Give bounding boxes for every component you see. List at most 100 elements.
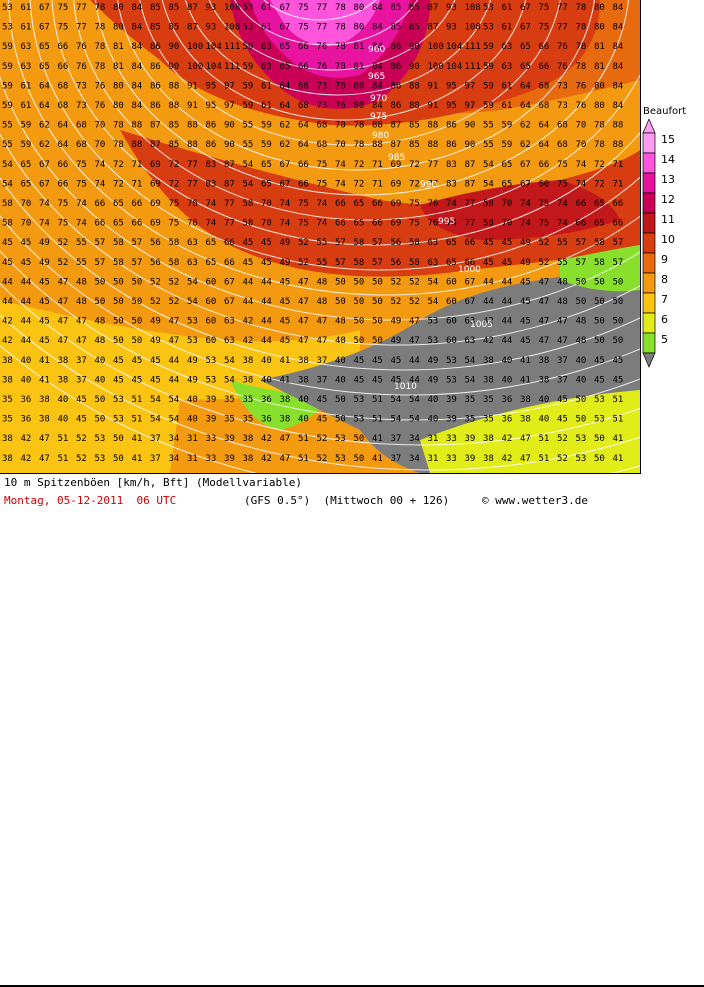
gust-value: 37 bbox=[150, 454, 161, 464]
gust-value: 81 bbox=[594, 62, 605, 72]
gust-value: 77 bbox=[224, 199, 235, 209]
gust-value: 71 bbox=[132, 179, 143, 189]
gust-value: 88 bbox=[372, 140, 383, 150]
gust-value: 36 bbox=[261, 415, 272, 425]
gust-value: 39 bbox=[465, 434, 476, 444]
gust-value: 47 bbox=[169, 317, 180, 327]
gust-value: 78 bbox=[113, 121, 124, 131]
gust-value: 38 bbox=[243, 434, 254, 444]
gust-value: 65 bbox=[594, 199, 605, 209]
gust-value: 83 bbox=[446, 160, 457, 170]
isobar-line bbox=[263, 0, 377, 21]
gust-value: 69 bbox=[391, 199, 402, 209]
gust-value: 72 bbox=[594, 179, 605, 189]
gust-value: 31 bbox=[187, 434, 198, 444]
gust-value: 49 bbox=[150, 317, 161, 327]
gust-value: 44 bbox=[21, 336, 32, 346]
gust-value: 66 bbox=[95, 219, 106, 229]
gust-value: 85 bbox=[150, 3, 161, 13]
gust-value: 74 bbox=[317, 199, 328, 209]
gust-value: 35 bbox=[224, 395, 235, 405]
gust-value: 39 bbox=[206, 415, 217, 425]
legend-swatch-11 bbox=[642, 212, 656, 234]
gust-value: 52 bbox=[557, 454, 568, 464]
gust-value: 80 bbox=[113, 101, 124, 111]
gust-value: 52 bbox=[391, 277, 402, 287]
gust-value: 37 bbox=[391, 454, 402, 464]
copyright-link[interactable]: © www.wetter3.de bbox=[482, 494, 588, 507]
gust-value: 71 bbox=[372, 179, 383, 189]
legend-swatch-12 bbox=[642, 192, 656, 214]
gust-value: 47 bbox=[539, 277, 550, 287]
gust-value: 64 bbox=[539, 121, 550, 131]
gust-value: 47 bbox=[539, 297, 550, 307]
gust-value: 38 bbox=[483, 454, 494, 464]
gust-value: 64 bbox=[58, 140, 69, 150]
gust-value: 59 bbox=[483, 42, 494, 52]
gust-value: 41 bbox=[613, 454, 624, 464]
gust-value: 65 bbox=[261, 179, 272, 189]
gust-value: 74 bbox=[76, 219, 87, 229]
gust-value: 70 bbox=[95, 140, 106, 150]
gust-value: 59 bbox=[21, 121, 32, 131]
gust-value: 45 bbox=[2, 258, 13, 268]
gust-value: 41 bbox=[39, 356, 50, 366]
gust-value: 40 bbox=[21, 375, 32, 385]
gust-value: 78 bbox=[576, 3, 587, 13]
gust-value: 72 bbox=[409, 179, 420, 189]
gust-value: 37 bbox=[76, 375, 87, 385]
gust-value: 67 bbox=[465, 277, 476, 287]
gust-value: 76 bbox=[95, 81, 106, 91]
gust-value: 53 bbox=[95, 434, 106, 444]
gust-value: 75 bbox=[298, 3, 309, 13]
gust-value: 45 bbox=[317, 395, 328, 405]
gust-value: 37 bbox=[317, 375, 328, 385]
gust-value: 68 bbox=[76, 121, 87, 131]
gust-value: 37 bbox=[557, 356, 568, 366]
gust-value: 61 bbox=[502, 3, 513, 13]
gust-value: 58 bbox=[594, 258, 605, 268]
gust-value: 65 bbox=[520, 62, 531, 72]
legend-bottom-arrow bbox=[642, 352, 656, 368]
gust-value: 66 bbox=[335, 219, 346, 229]
gust-value: 61 bbox=[502, 101, 513, 111]
gust-value: 35 bbox=[243, 395, 254, 405]
legend-label-12: 12 bbox=[661, 193, 675, 206]
gust-value: 45 bbox=[150, 356, 161, 366]
gust-value: 45 bbox=[502, 238, 513, 248]
gust-value: 40 bbox=[58, 395, 69, 405]
gust-value: 66 bbox=[576, 199, 587, 209]
gust-value: 50 bbox=[613, 277, 624, 287]
gust-value: 78 bbox=[335, 3, 346, 13]
legend-colorbar: 15 14 13 12 11 10 9 8 7 6 5 bbox=[642, 118, 675, 368]
gust-value: 47 bbox=[409, 317, 420, 327]
gust-value: 50 bbox=[335, 277, 346, 287]
gust-value: 59 bbox=[261, 121, 272, 131]
gust-value: 84 bbox=[613, 62, 624, 72]
gust-value: 52 bbox=[76, 434, 87, 444]
gust-value: 51 bbox=[613, 415, 624, 425]
gust-value: 51 bbox=[132, 415, 143, 425]
gust-value: 51 bbox=[132, 395, 143, 405]
gust-value: 78 bbox=[594, 121, 605, 131]
gust-value: 63 bbox=[187, 238, 198, 248]
gust-value: 66 bbox=[298, 62, 309, 72]
gust-value: 39 bbox=[446, 415, 457, 425]
gust-value: 44 bbox=[483, 297, 494, 307]
gust-value: 45 bbox=[132, 375, 143, 385]
gust-value: 49 bbox=[150, 336, 161, 346]
gust-value: 59 bbox=[2, 62, 13, 72]
gust-value: 108 bbox=[465, 23, 481, 33]
gust-value: 74 bbox=[557, 199, 568, 209]
gust-value: 74 bbox=[557, 219, 568, 229]
gust-value: 50 bbox=[95, 395, 106, 405]
isobar-line bbox=[29, 0, 640, 271]
gust-value: 52 bbox=[298, 258, 309, 268]
gust-value: 39 bbox=[224, 434, 235, 444]
gust-value: 59 bbox=[2, 101, 13, 111]
gust-value: 50 bbox=[576, 297, 587, 307]
gust-value: 88 bbox=[613, 140, 624, 150]
gust-value: 111 bbox=[224, 62, 240, 72]
gust-value: 81 bbox=[354, 42, 365, 52]
gust-value: 51 bbox=[539, 434, 550, 444]
